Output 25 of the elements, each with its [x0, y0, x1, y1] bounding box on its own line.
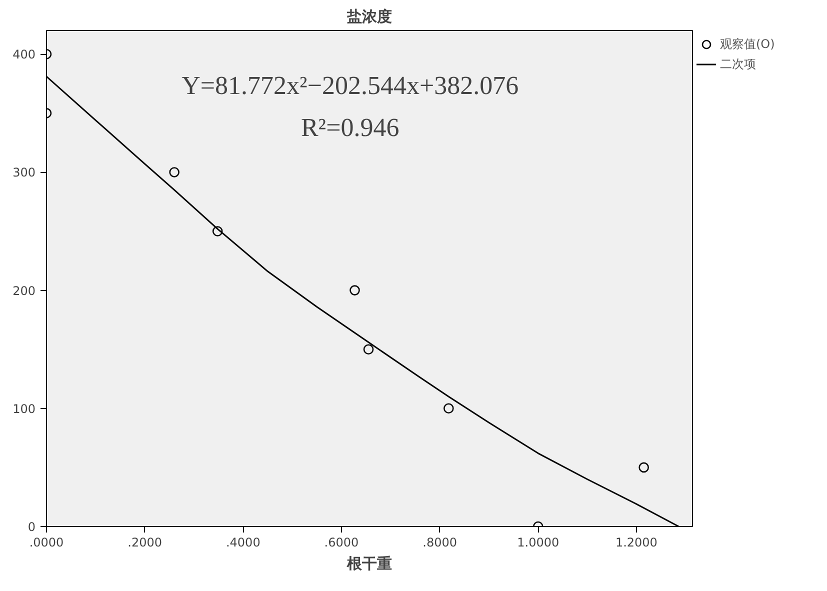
x-tick-label: .6000: [324, 536, 359, 550]
annotation: R²=0.946: [300, 113, 400, 142]
point: [363, 344, 374, 354]
y-tick-label: 100: [12, 402, 36, 416]
point: [638, 462, 649, 473]
legend-label: 观察值(O): [720, 36, 775, 52]
x-tick-label: .0000: [29, 536, 64, 550]
chart-title: 盐浓度: [346, 8, 392, 26]
x-tick-label: .2000: [128, 536, 162, 550]
line-series: [46, 76, 680, 526]
legend-label: 二次项: [720, 56, 756, 72]
x-tick-label: .8000: [422, 536, 457, 550]
point: [212, 226, 223, 236]
x-tick-label: .4000: [226, 536, 260, 550]
y-tick-label: 300: [12, 166, 36, 180]
point: [444, 403, 454, 414]
point: [350, 285, 360, 296]
x-tick-label: 1.2000: [615, 536, 658, 550]
x-tick-label: 1.0000: [517, 536, 560, 550]
point: [169, 167, 180, 178]
y-tick-label: 0: [28, 520, 36, 534]
y-tick-label: 200: [12, 284, 36, 298]
annotation: Y=81.772x²−202.544x+382.076: [182, 70, 519, 100]
x-axis-title: 根干重: [346, 554, 392, 572]
y-tick-label: 400: [12, 48, 36, 62]
